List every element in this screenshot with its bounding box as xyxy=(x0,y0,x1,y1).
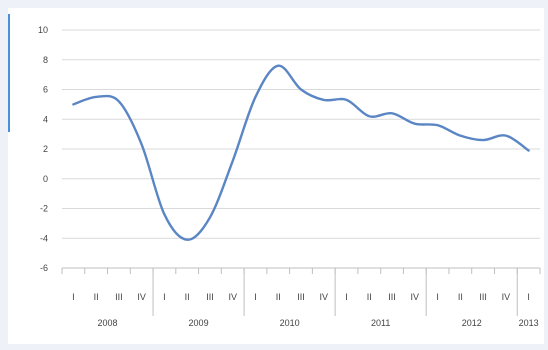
y-tick-label: -6 xyxy=(40,263,48,273)
year-label: 2012 xyxy=(462,318,482,328)
series-lines xyxy=(72,64,530,241)
year-label: 2010 xyxy=(280,318,300,328)
year-label: 2008 xyxy=(98,318,118,328)
quarter-label: IV xyxy=(502,292,511,302)
quarter-label: I xyxy=(436,292,439,302)
quarter-label: II xyxy=(458,292,463,302)
quarter-label: II xyxy=(276,292,281,302)
quarter-label: II xyxy=(367,292,372,302)
y-tick-label: 8 xyxy=(43,55,48,65)
y-tick-label: 4 xyxy=(43,114,48,124)
quarter-label: III xyxy=(479,292,487,302)
series-line xyxy=(72,64,530,241)
quarter-label: IV xyxy=(411,292,420,302)
y-tick-label: 10 xyxy=(38,25,48,35)
y-tick-label: 0 xyxy=(43,174,48,184)
quarter-label: III xyxy=(206,292,214,302)
quarter-label: II xyxy=(185,292,190,302)
gridlines xyxy=(62,29,540,269)
quarter-label: III xyxy=(115,292,123,302)
quarter-label: IV xyxy=(320,292,329,302)
y-tick-label: 6 xyxy=(43,85,48,95)
quarter-label: I xyxy=(345,292,348,302)
chart-frame xyxy=(8,8,544,344)
year-label: 2009 xyxy=(189,318,209,328)
year-label: 2013 xyxy=(519,318,539,328)
accent-bar xyxy=(8,14,10,132)
y-tick-label: -2 xyxy=(40,204,48,214)
y-tick-label: -4 xyxy=(40,233,48,243)
quarter-label: IV xyxy=(137,292,146,302)
x-axis: I II III IV I II III IV I II III IV I II III IV I II III IV… xyxy=(61,267,541,328)
y-axis-ticks: 10 8 6 4 2 0 -2 -4 -6 xyxy=(38,25,48,273)
quarter-label: III xyxy=(297,292,305,302)
quarter-label: I xyxy=(527,292,530,302)
quarter-label: I xyxy=(163,292,166,302)
y-tick-label: 2 xyxy=(43,144,48,154)
quarter-label: I xyxy=(72,292,75,302)
quarter-label: III xyxy=(388,292,396,302)
year-label: 2011 xyxy=(371,318,390,328)
quarter-label: IV xyxy=(228,292,237,302)
quarter-label: II xyxy=(94,292,99,302)
quarter-label: I xyxy=(254,292,257,302)
